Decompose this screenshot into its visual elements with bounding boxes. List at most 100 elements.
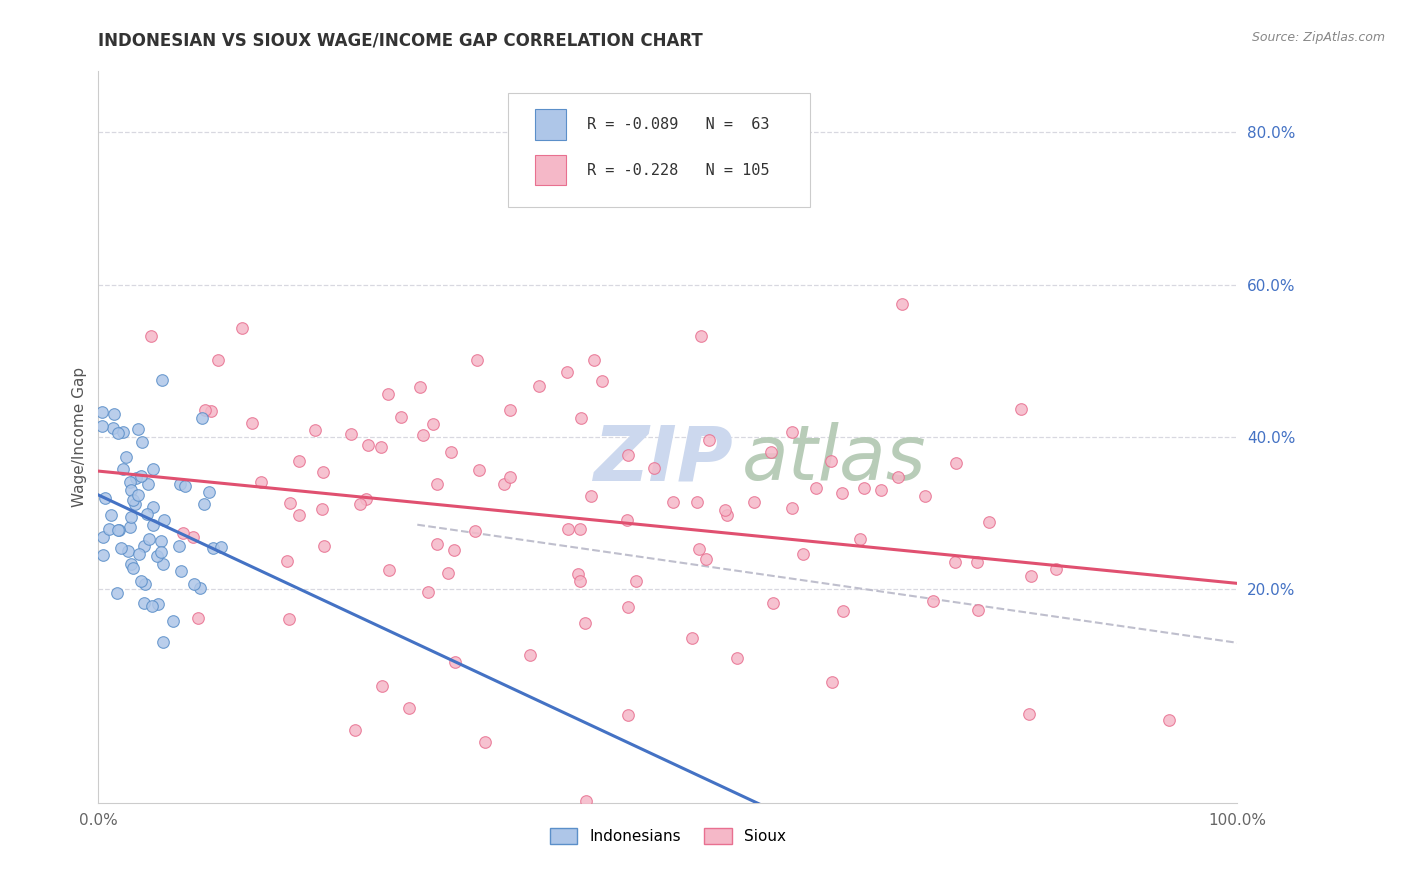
Point [555,365,578,379]
Point [136,477,159,491]
Point [977,516,1000,530]
Point [169,564,191,578]
Point [426,537,449,551]
Point [138,532,160,546]
Point [699,433,721,447]
Point [1159,714,1181,728]
Point [101,421,124,435]
FancyBboxPatch shape [534,154,567,186]
Point [349,498,371,512]
Point [780,500,803,515]
Point [167,539,190,553]
Point [152,635,174,649]
Point [200,404,222,418]
Point [139,329,162,343]
Point [90,404,112,418]
Point [806,481,828,495]
Point [716,508,738,522]
Point [643,461,665,475]
Point [474,735,496,749]
Point [714,503,737,517]
Point [172,525,194,540]
Point [111,425,134,440]
Point [231,320,253,334]
Point [120,510,142,524]
Point [527,379,550,393]
Point [304,423,326,437]
Point [94,491,117,505]
FancyBboxPatch shape [534,110,567,140]
Point [945,456,967,470]
Point [152,557,174,571]
Point [183,577,205,591]
Point [173,479,195,493]
Point [418,584,440,599]
Point [967,603,990,617]
Point [574,616,596,631]
Point [468,463,491,477]
Point [122,561,145,575]
Point [288,454,311,468]
Point [378,563,401,577]
Point [105,586,128,600]
Point [591,374,613,388]
Point [146,597,169,611]
Point [569,574,592,588]
Point [146,549,169,564]
Point [499,403,522,417]
Point [616,599,638,614]
Point [409,380,432,394]
Text: R = -0.228   N = 105: R = -0.228 N = 105 [586,162,769,178]
Point [190,581,212,595]
Point [686,495,709,509]
Point [91,549,114,563]
Point [187,610,209,624]
Point [142,461,165,475]
Point [519,648,541,663]
Point [209,541,232,555]
Point [792,547,814,561]
Point [831,485,853,500]
Point [278,612,301,626]
Point [202,541,225,555]
Point [1018,706,1040,721]
Point [821,675,844,690]
Text: Source: ZipAtlas.com: Source: ZipAtlas.com [1251,31,1385,45]
Text: atlas: atlas [742,422,927,496]
Point [91,418,114,433]
Point [966,555,988,569]
Point [742,495,765,509]
Point [567,567,589,582]
Point [339,427,361,442]
Point [583,352,606,367]
Point [782,425,804,440]
Point [115,450,138,465]
Point [276,554,298,568]
Point [832,603,855,617]
Point [100,508,122,522]
Point [141,599,163,614]
Point [181,530,204,544]
Point [887,470,910,484]
Point [162,614,184,628]
Legend: Indonesians, Sioux: Indonesians, Sioux [544,822,792,850]
Point [169,476,191,491]
Point [848,533,870,547]
Point [125,471,148,485]
Point [870,483,893,497]
Point [688,541,710,556]
Point [312,465,335,479]
Point [207,353,229,368]
Point [153,513,176,527]
Point [581,489,603,503]
Point [110,541,132,555]
Point [945,556,967,570]
Point [312,539,335,553]
Point [617,708,640,723]
Point [98,522,121,536]
Point [443,542,465,557]
Point [249,475,271,490]
Point [443,655,465,669]
Point [128,547,150,561]
Point [464,524,486,538]
